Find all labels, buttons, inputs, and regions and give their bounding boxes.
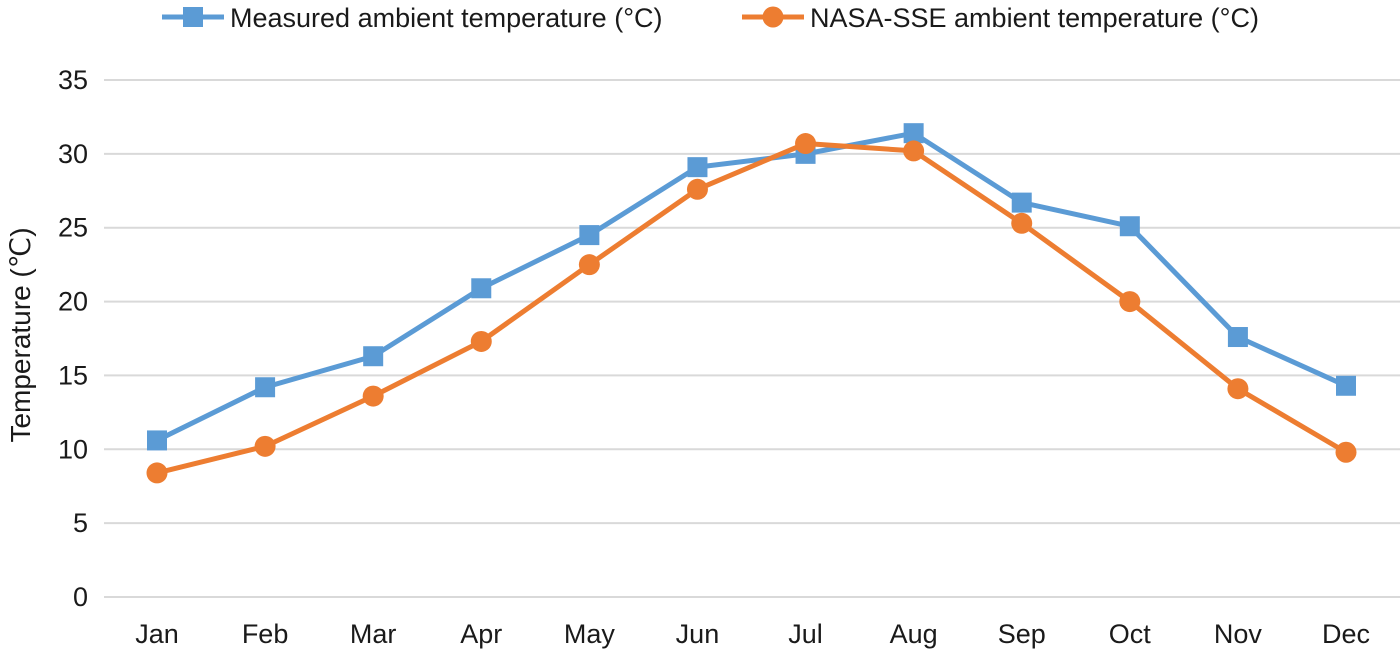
data-point-nasa (470, 330, 492, 352)
data-point-nasa (795, 133, 817, 155)
data-point-measured (147, 430, 167, 451)
data-point-nasa (1227, 378, 1249, 400)
legend: Measured ambient temperature (°C) NASA-SS… (162, 3, 1259, 33)
data-point-nasa (1011, 212, 1033, 234)
y-tick-label: 20 (58, 287, 88, 317)
data-point-measured (1227, 327, 1248, 348)
data-point-nasa (686, 178, 708, 200)
x-tick-label: Sep (998, 619, 1046, 649)
y-tick-label: 0 (73, 582, 88, 612)
series-line-1 (154, 141, 1349, 476)
legend-label: Measured ambient temperature (°C) (230, 3, 662, 33)
data-point-measured (363, 346, 384, 367)
x-tick-label: Aug (890, 619, 938, 649)
data-point-measured (1336, 375, 1356, 396)
legend-marker-circle (762, 6, 784, 28)
x-tick-label: Mar (350, 619, 397, 649)
data-point-nasa (254, 435, 276, 457)
data-point-measured (1011, 192, 1032, 213)
series-line-0 (154, 130, 1349, 443)
x-tick-label: Jan (135, 619, 179, 649)
x-axis-ticks: Jan Feb Mar Apr May Jun Jul Aug Sep Oct Nov Dec (135, 619, 1370, 649)
data-point-measured (255, 377, 276, 398)
x-tick-label: Nov (1214, 619, 1263, 649)
y-tick-label: 5 (73, 508, 88, 538)
y-axis-ticks: 0 5 10 15 20 25 30 35 (58, 65, 88, 612)
data-point-nasa (1335, 441, 1357, 463)
y-axis-title: Temperature (℃) (5, 227, 36, 442)
data-point-measured (471, 278, 492, 299)
data-point-nasa (1119, 291, 1141, 313)
x-tick-label: May (564, 619, 616, 649)
series-group (146, 123, 1357, 484)
y-tick-label: 15 (58, 360, 88, 390)
data-point-nasa (362, 385, 384, 407)
legend-marker-square (183, 7, 203, 27)
data-point-measured (903, 123, 924, 144)
y-tick-label: 10 (58, 434, 88, 464)
gridlines (104, 79, 1400, 598)
data-point-measured (579, 225, 600, 246)
x-tick-label: Apr (460, 619, 502, 649)
legend-label: NASA-SSE ambient temperature (°C) (810, 3, 1259, 33)
x-tick-label: Feb (242, 619, 289, 649)
data-point-nasa (903, 140, 925, 162)
y-tick-label: 30 (58, 139, 88, 169)
y-tick-label: 35 (58, 65, 88, 95)
y-tick-label: 25 (58, 213, 88, 243)
data-point-nasa (146, 462, 168, 484)
x-tick-label: Jun (676, 619, 720, 649)
x-tick-label: Oct (1109, 619, 1152, 649)
x-tick-label: Dec (1322, 619, 1370, 649)
data-point-measured (1119, 216, 1140, 237)
data-point-measured (687, 157, 708, 178)
x-tick-label: Jul (788, 619, 823, 649)
data-point-nasa (578, 254, 600, 276)
